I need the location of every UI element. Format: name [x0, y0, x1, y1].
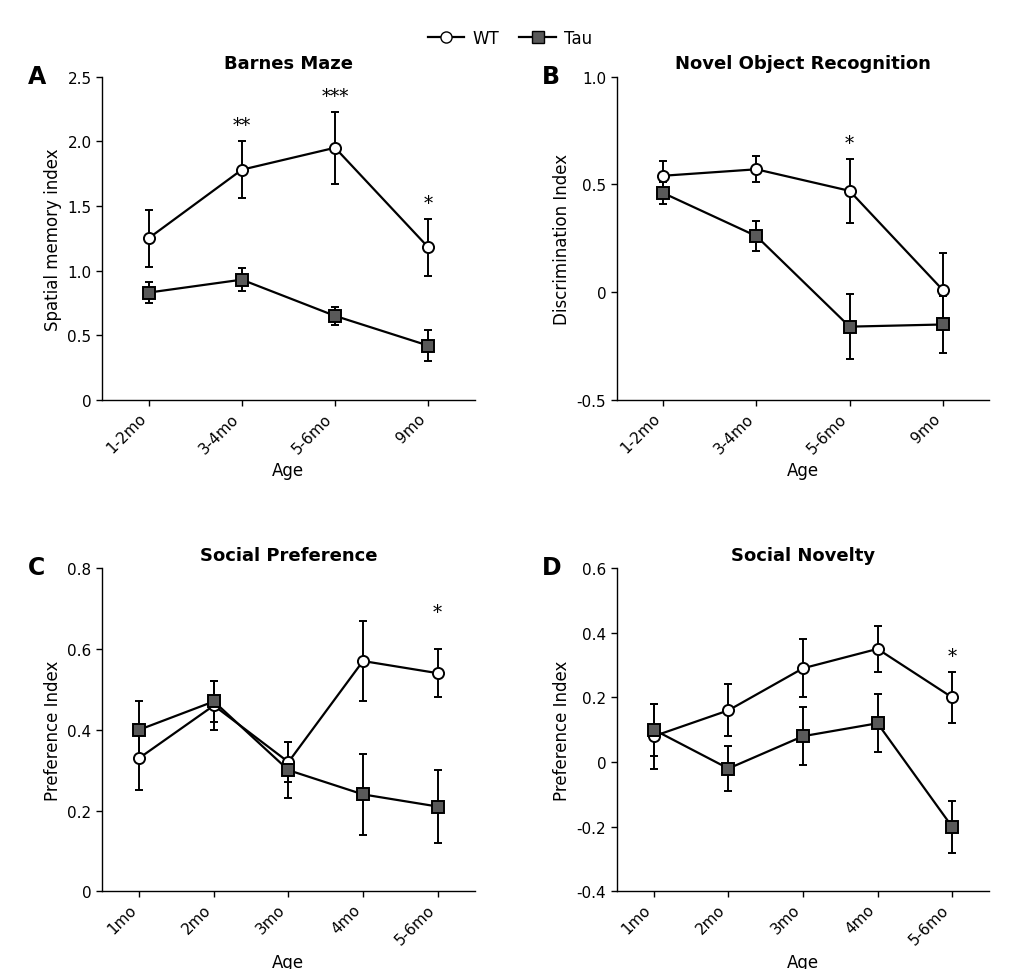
- Text: D: D: [541, 555, 561, 579]
- Title: Novel Object Recognition: Novel Object Recognition: [675, 55, 930, 74]
- Y-axis label: Discrimination Index: Discrimination Index: [552, 153, 571, 325]
- Legend: WT, Tau: WT, Tau: [421, 23, 598, 54]
- X-axis label: Age: Age: [786, 462, 818, 480]
- Text: ***: ***: [321, 88, 348, 106]
- X-axis label: Age: Age: [272, 953, 305, 969]
- Y-axis label: Preference Index: Preference Index: [44, 660, 62, 800]
- Text: *: *: [433, 603, 441, 621]
- Title: Barnes Maze: Barnes Maze: [224, 55, 353, 74]
- Y-axis label: Spatial memory index: Spatial memory index: [44, 148, 62, 330]
- Text: *: *: [947, 647, 956, 666]
- X-axis label: Age: Age: [786, 953, 818, 969]
- Title: Social Novelty: Social Novelty: [731, 547, 874, 564]
- Text: **: **: [232, 116, 251, 135]
- Text: B: B: [541, 65, 559, 88]
- X-axis label: Age: Age: [272, 462, 305, 480]
- Y-axis label: Preference Index: Preference Index: [552, 660, 571, 800]
- Text: *: *: [844, 135, 853, 153]
- Title: Social Preference: Social Preference: [200, 547, 377, 564]
- Text: C: C: [28, 555, 45, 579]
- Text: *: *: [423, 195, 432, 213]
- Text: A: A: [28, 65, 46, 88]
